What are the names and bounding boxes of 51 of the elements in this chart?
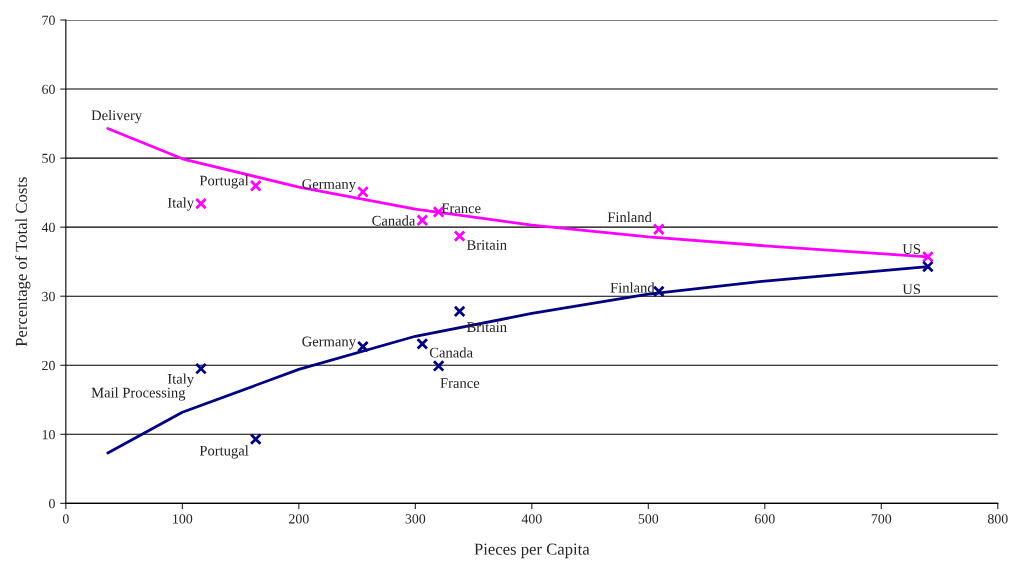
annotation: US [902, 244, 921, 254]
point [921, 250, 934, 263]
annotation: Finland [607, 211, 652, 223]
y-tick-label: 70 [42, 15, 55, 25]
x-tick-label: 200 [289, 514, 309, 524]
annotation: Canada [429, 347, 473, 358]
annotation: Portugal [199, 445, 249, 459]
y-tick-label: 30 [42, 291, 55, 302]
x-tick-label: 300 [405, 514, 426, 524]
x-tick-label: 800 [987, 514, 1008, 524]
point [921, 260, 934, 273]
point [453, 230, 466, 243]
x-tick-label: 500 [638, 514, 659, 524]
x-axis-title: Pieces per Capita [474, 543, 590, 559]
y-tick-label: 40 [41, 222, 55, 233]
annotation: France [441, 203, 481, 214]
annotation: Germany [302, 179, 356, 192]
y-tick-label: 10 [42, 429, 55, 440]
point [432, 359, 445, 372]
point [652, 223, 665, 236]
series-label: Mail Processing [91, 387, 186, 401]
point [249, 433, 262, 446]
x-tick-label: 400 [521, 514, 542, 524]
point [356, 340, 369, 353]
annotation: Italy [167, 197, 194, 211]
annotation: Britain [466, 322, 507, 333]
annotation: Portugal [199, 175, 249, 189]
point [356, 185, 369, 198]
point [249, 179, 262, 192]
x-tick-label: 100 [173, 514, 193, 524]
annotation: Finland [610, 282, 655, 293]
annotation: France [440, 378, 480, 388]
x-tick-label: 700 [871, 514, 892, 524]
y-tick-label: 20 [42, 360, 55, 371]
x-tick-label: 600 [755, 514, 775, 524]
point [194, 362, 208, 375]
y-tick-label: 60 [42, 84, 55, 95]
series-label: Delivery [91, 109, 143, 124]
y-axis-title: Percentage of Total Costs [15, 177, 31, 347]
point [416, 214, 429, 227]
annotation: US [902, 284, 921, 295]
annotation: Italy [167, 373, 194, 387]
y-tick-label: 50 [42, 153, 55, 164]
point [194, 197, 208, 210]
x-tick-label: 0 [62, 514, 69, 524]
y-tick-label: 0 [49, 498, 55, 509]
point [453, 305, 466, 318]
point [416, 337, 429, 350]
annotation: Canada [372, 215, 416, 226]
annotation: Germany [302, 336, 356, 350]
annotation: Britain [466, 240, 507, 250]
